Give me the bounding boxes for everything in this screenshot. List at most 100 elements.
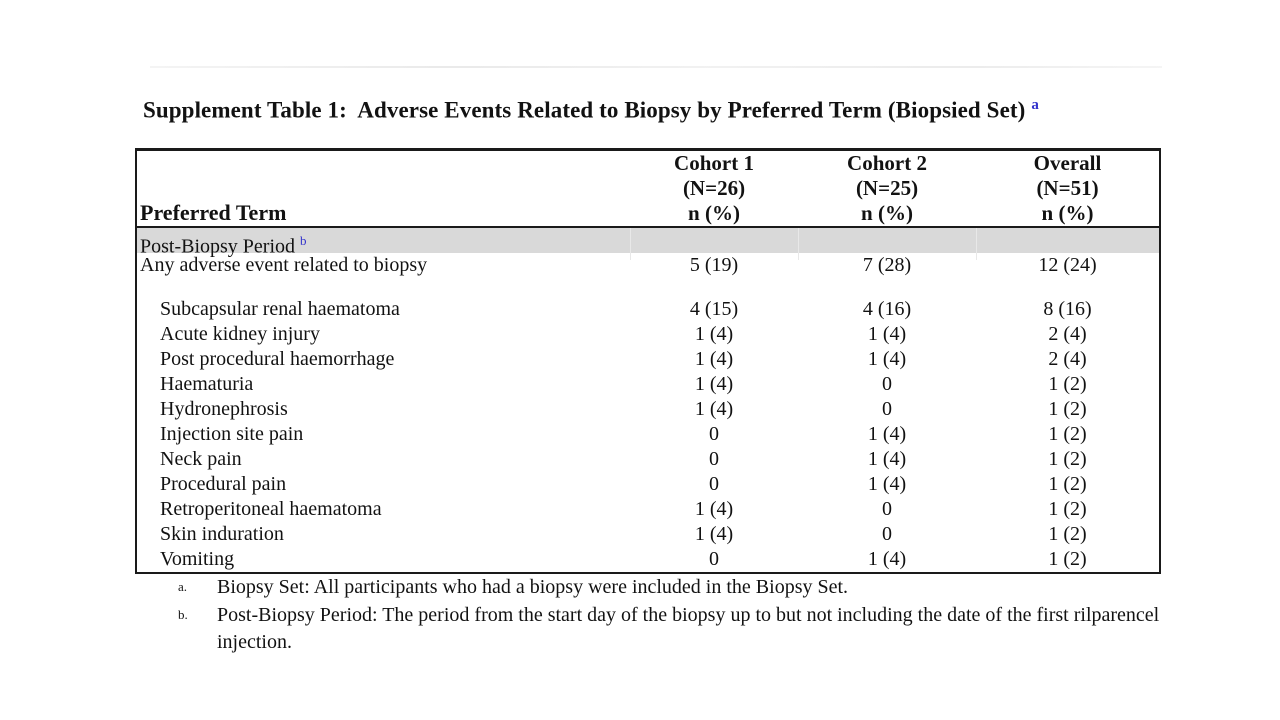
row-label-cell: Subcapsular renal haematoma (160, 298, 400, 320)
value-cell-cohort2: 1 (4) (867, 473, 907, 495)
column-stat: n (%) (861, 201, 913, 225)
row-label-cell: Neck pain (160, 448, 242, 470)
table-row: Injection site pain 0 1 (4) 1 (2) (137, 422, 1159, 447)
section-label: Post-Biopsy Period b (137, 228, 630, 260)
table-row: Acute kidney injury 1 (4) 1 (4) 2 (4) (137, 322, 1159, 347)
row-label-cell: Haematuria (160, 373, 254, 395)
title-text: Supplement Table 1: Adverse Events Relat… (143, 97, 1026, 123)
column-stat: n (%) (1041, 201, 1094, 225)
footnotes: a. Biopsy Set: All participants who had … (178, 574, 1168, 657)
section-superscript-b: b (300, 233, 307, 248)
section-cell-cohort1 (630, 228, 798, 260)
column-name: Cohort 2 (847, 151, 927, 175)
section-cell-cohort2 (798, 228, 976, 260)
column-n: (N=26) (682, 176, 746, 200)
value-cell-overall: 1 (2) (1048, 548, 1087, 570)
scan-artifact-line (150, 66, 1162, 68)
value-cell-overall: 2 (4) (1048, 348, 1087, 370)
column-name: Overall (1033, 151, 1102, 175)
value-cell-cohort2: 0 (882, 523, 892, 545)
value-cell-cohort2: 0 (882, 498, 892, 520)
value-cell-overall: 2 (4) (1048, 323, 1087, 345)
footnote: a. Biopsy Set: All participants who had … (178, 574, 1168, 602)
value-cell-overall: 1 (2) (1048, 448, 1087, 470)
table-row: Haematuria 1 (4) 0 1 (2) (137, 372, 1159, 397)
value-cell-cohort1: 1 (4) (694, 398, 734, 420)
value-cell-cohort1: 0 (709, 548, 719, 570)
value-cell-overall: 1 (2) (1048, 373, 1087, 395)
value-cell-cohort2: 1 (4) (867, 448, 907, 470)
row-label-cell: Any adverse event related to biopsy (140, 254, 428, 276)
value-cell-cohort2: 4 (16) (862, 298, 912, 320)
value-cell-cohort2: 1 (4) (867, 323, 907, 345)
column-stat: n (%) (688, 201, 740, 225)
table-row-spacer (137, 278, 1159, 297)
title-superscript-a: a (1031, 97, 1040, 113)
row-label-cell: Injection site pain (160, 423, 304, 445)
value-cell-overall: 1 (2) (1048, 523, 1087, 545)
value-cell-overall: 1 (2) (1048, 423, 1087, 445)
table-row: Vomiting 0 1 (4) 1 (2) (137, 547, 1159, 572)
value-cell-overall: 12 (24) (1038, 254, 1097, 276)
value-cell-overall: 1 (2) (1048, 498, 1087, 520)
section-row-post-biopsy-period: Post-Biopsy Period b (137, 228, 1159, 260)
value-cell-cohort1: 5 (19) (689, 254, 739, 276)
value-cell-cohort1: 1 (4) (694, 323, 734, 345)
row-label-cell: Acute kidney injury (160, 323, 320, 345)
column-header-overall: Overall (N=51) n (%) (976, 151, 1159, 227)
column-n: (N=51) (1036, 176, 1099, 200)
table-row: Hydronephrosis 1 (4) 0 1 (2) (137, 397, 1159, 422)
table-row: Post procedural haemorrhage 1 (4) 1 (4) … (137, 347, 1159, 372)
footnote-text: Post-Biopsy Period: The period from the … (217, 603, 1160, 654)
table-row: Procedural pain 0 1 (4) 1 (2) (137, 472, 1159, 497)
value-cell-cohort1: 1 (4) (694, 373, 734, 395)
row-label-cell: Vomiting (160, 548, 235, 570)
value-cell-overall: 1 (2) (1048, 398, 1087, 420)
value-cell-cohort2: 1 (4) (867, 423, 907, 445)
footnote: b. Post-Biopsy Period: The period from t… (178, 602, 1168, 657)
row-label-cell: Skin induration (160, 523, 284, 545)
table-row: Any adverse event related to biopsy 5 (1… (137, 253, 1159, 278)
row-label-cell (137, 278, 630, 297)
row-label-cell: Procedural pain (160, 473, 287, 495)
value-cell-cohort2: 0 (882, 373, 892, 395)
value-cell-cohort1: 1 (4) (694, 348, 734, 370)
table-row: Neck pain 0 1 (4) 1 (2) (137, 447, 1159, 472)
value-cell-cohort1 (630, 278, 798, 297)
value-cell-cohort2: 0 (882, 398, 892, 420)
value-cell-cohort2: 1 (4) (867, 348, 907, 370)
footnote-marker: a. (178, 579, 188, 594)
row-label-cell: Retroperitoneal haematoma (160, 498, 382, 520)
row-label-cell: Post procedural haemorrhage (160, 348, 395, 370)
footnote-marker: b. (178, 606, 188, 622)
column-header-cohort2: Cohort 2 (N=25) n (%) (798, 151, 976, 227)
value-cell-cohort1: 0 (709, 448, 719, 470)
value-cell-overall: 8 (16) (1043, 298, 1092, 320)
row-label-cell: Hydronephrosis (160, 398, 288, 420)
value-cell-cohort1: 1 (4) (694, 498, 734, 520)
page-title: Supplement Table 1: Adverse Events Relat… (143, 97, 1039, 124)
value-cell-overall: 1 (2) (1048, 473, 1087, 495)
section-cell-overall (976, 228, 1159, 260)
footnote-text: Biopsy Set: All participants who had a b… (217, 576, 849, 598)
value-cell-overall (976, 278, 1159, 297)
table-row: Skin induration 1 (4) 0 1 (2) (137, 522, 1159, 547)
table-row: Subcapsular renal haematoma 4 (15) 4 (16… (137, 297, 1159, 322)
column-name: Cohort 1 (674, 151, 754, 175)
value-cell-cohort1: 1 (4) (694, 523, 734, 545)
column-header-cohort1: Cohort 1 (N=26) n (%) (630, 151, 798, 227)
value-cell-cohort2: 7 (28) (862, 254, 912, 276)
table-row: Retroperitoneal haematoma 1 (4) 0 1 (2) (137, 497, 1159, 522)
table-header-row: Preferred Term Cohort 1 (N=26) n (%) Coh… (137, 151, 1159, 228)
value-cell-cohort1: 0 (709, 473, 719, 495)
adverse-events-table: Preferred Term Cohort 1 (N=26) n (%) Coh… (135, 148, 1161, 574)
value-cell-cohort2: 1 (4) (867, 548, 907, 570)
value-cell-cohort2 (798, 278, 976, 297)
value-cell-cohort1: 0 (709, 423, 719, 445)
value-cell-cohort1: 4 (15) (689, 298, 739, 320)
section-label-text: Post-Biopsy Period (140, 235, 296, 258)
column-n: (N=25) (855, 176, 919, 200)
table-body: Any adverse event related to biopsy 5 (1… (137, 253, 1159, 572)
preferred-term-header: Preferred Term (140, 200, 287, 225)
